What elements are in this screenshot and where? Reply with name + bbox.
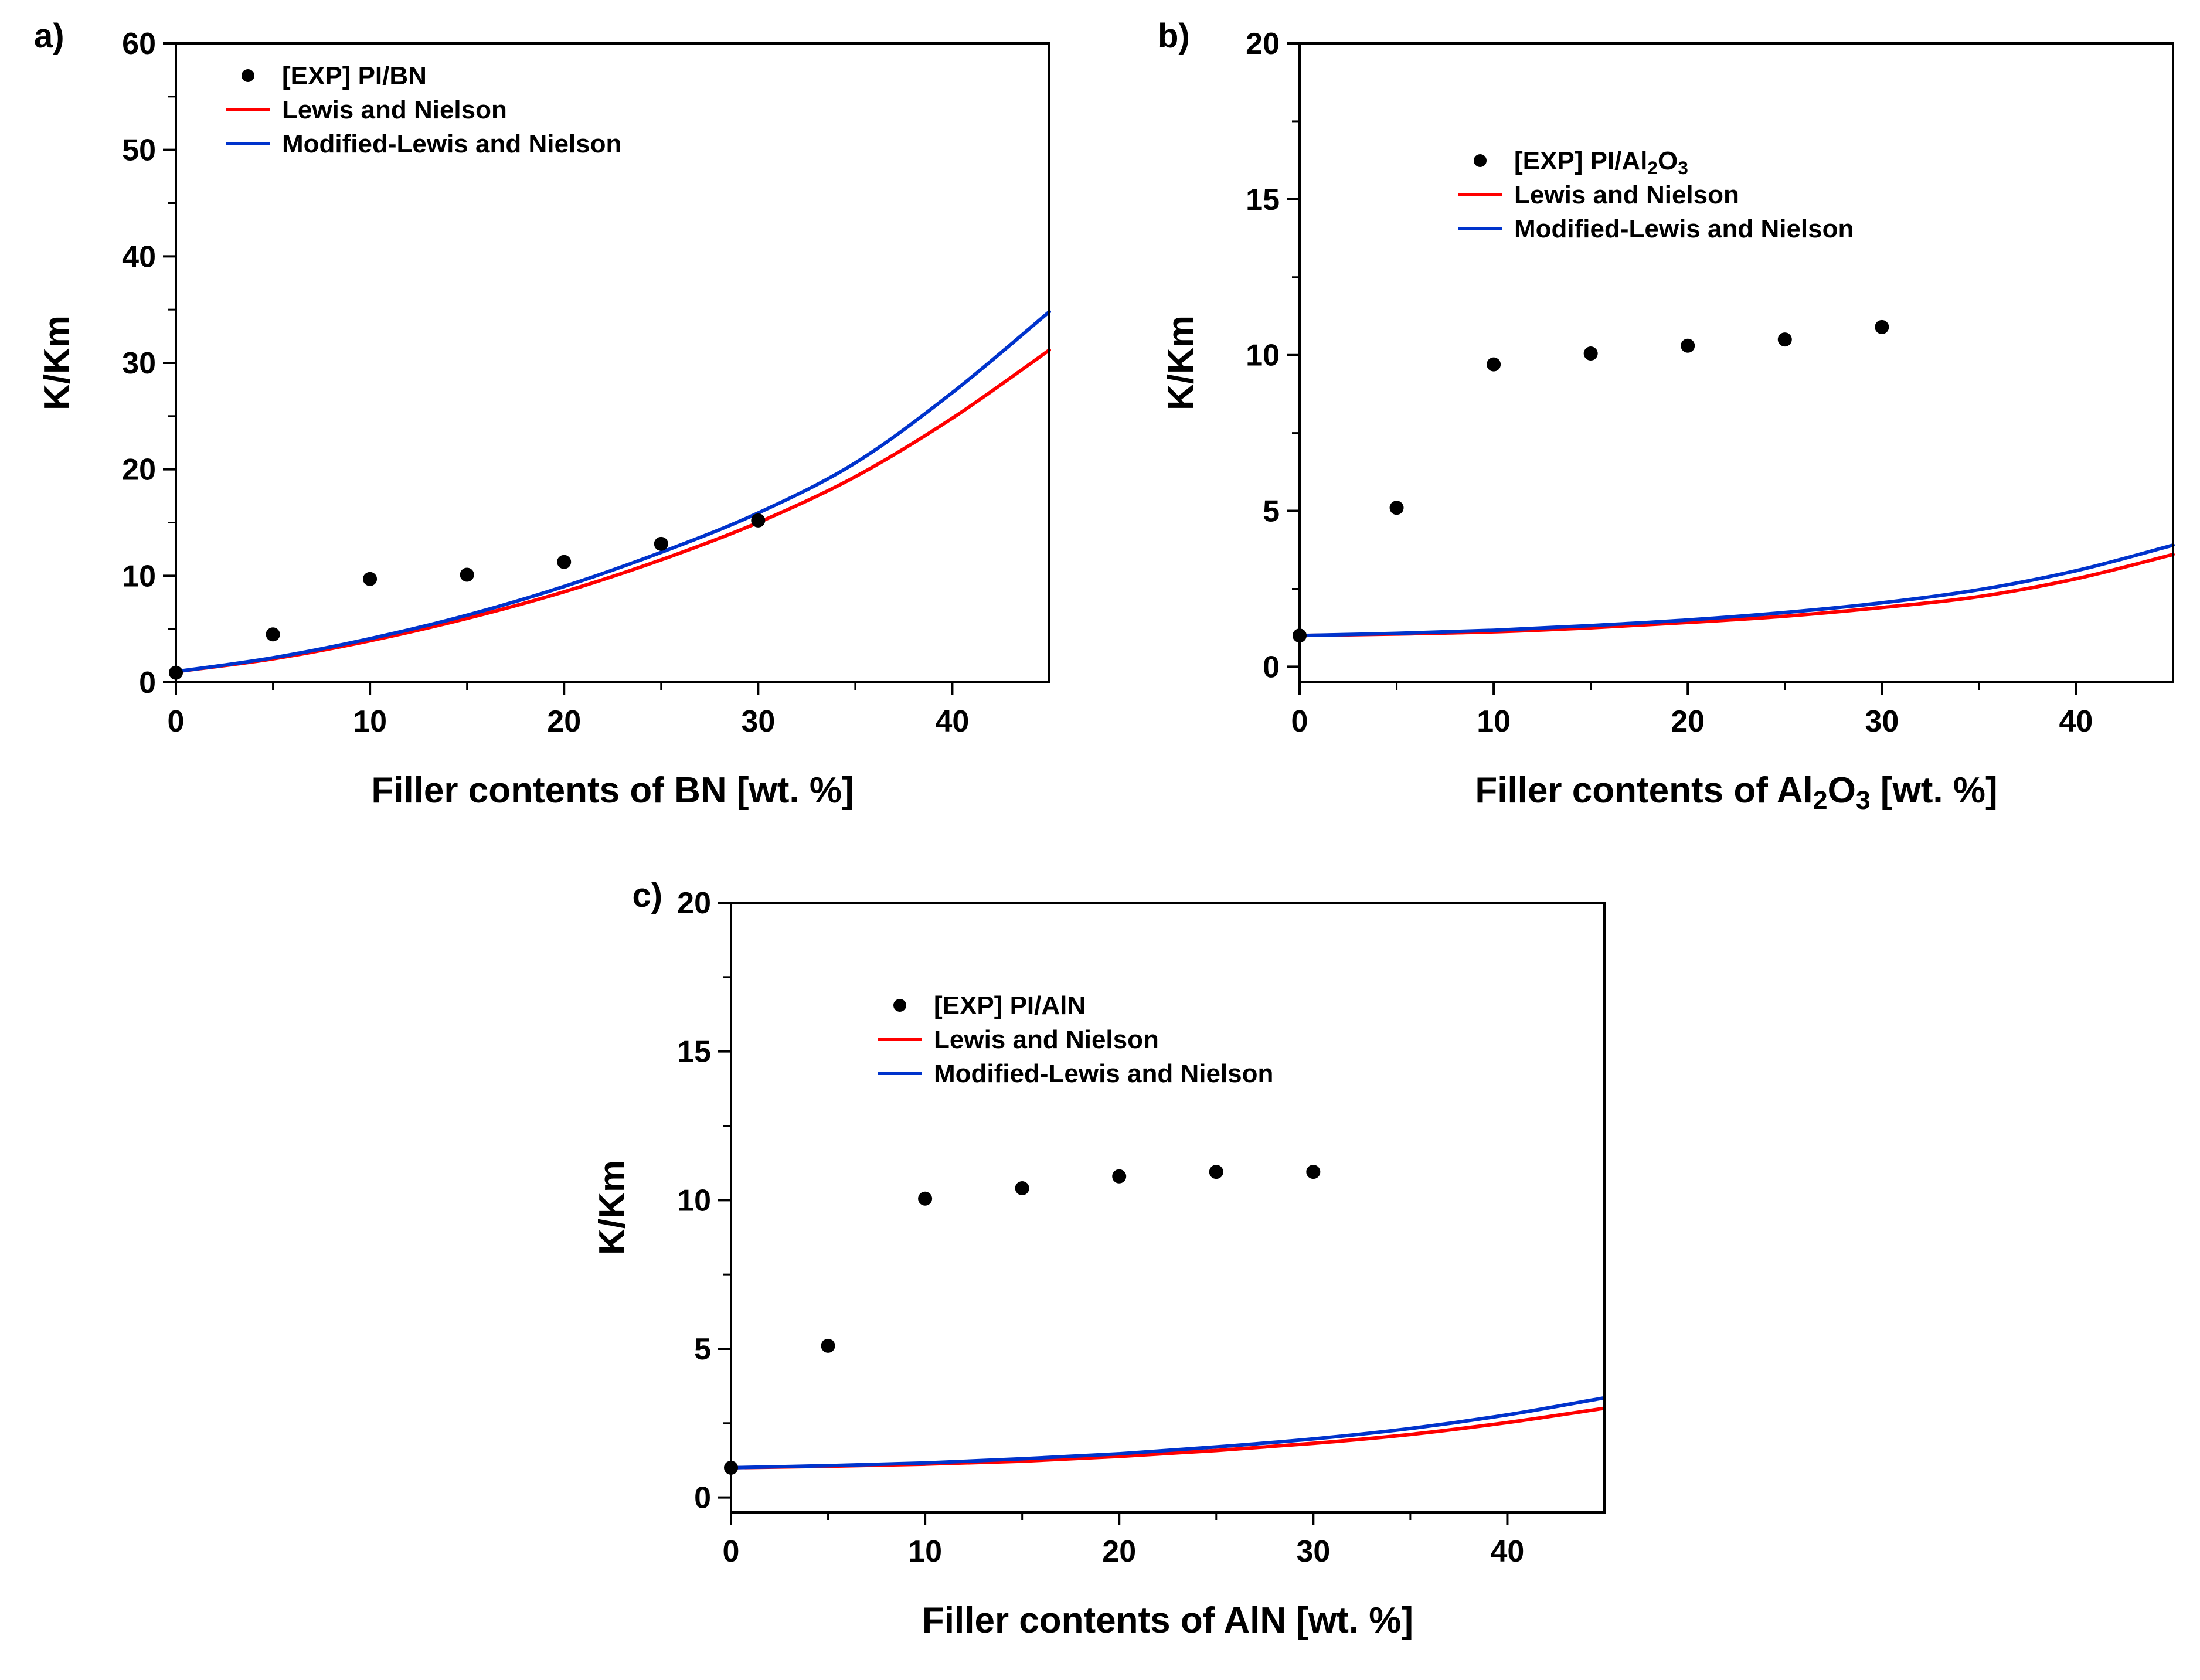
legend-marker-dot [893, 999, 906, 1012]
y-tick-label: 15 [1246, 183, 1280, 217]
data-point [1681, 338, 1695, 353]
data-point [1015, 1181, 1029, 1196]
x-tick-label: 30 [1865, 705, 1899, 739]
legend-marker-dot [242, 69, 254, 82]
data-point [1583, 346, 1598, 361]
chart-panel-a: a) 0 10 20 30 40 0 10 20 30 40 50 60 Filler contents… [23, 8, 1067, 846]
x-tick-label: 20 [1671, 705, 1705, 739]
x-tick-label: 0 [168, 705, 185, 739]
x-tick-label: 10 [353, 705, 387, 739]
legend-label: [EXP] PI/BN [282, 62, 427, 90]
x-tick-label: 40 [1490, 1535, 1524, 1569]
y-tick-label: 0 [694, 1481, 711, 1515]
x-tick-label: 30 [1296, 1535, 1330, 1569]
chart-panel-c: c) 0 10 20 30 40 0 5 10 15 20 Filler contents of A… [579, 868, 1622, 1676]
data-point [1209, 1165, 1223, 1179]
y-tick-label: 20 [677, 886, 711, 920]
series-line [1298, 543, 2175, 638]
y-tick-label: 5 [694, 1332, 711, 1366]
y-tick-label: 10 [677, 1184, 711, 1218]
x-axis-label: Filler contents of BN [wt. %] [371, 770, 854, 811]
plot-frame [1298, 42, 2174, 683]
x-tick-label: 10 [1477, 705, 1511, 739]
legend-label: Modified-Lewis and Nielson [934, 1059, 1273, 1088]
y-tick-label: 15 [677, 1035, 711, 1069]
legend-label: Modified-Lewis and Nielson [282, 130, 621, 158]
y-axis-label: K/Km [1161, 315, 1201, 410]
top-row: a) 0 10 20 30 40 0 10 20 30 40 50 60 Filler contents… [23, 8, 2191, 846]
x-tick-label: 20 [547, 705, 581, 739]
y-tick-label: 0 [1263, 650, 1280, 684]
x-tick-label: 10 [908, 1535, 942, 1569]
panel-label-a: a) [34, 17, 64, 55]
data-point [1875, 319, 1889, 334]
y-axis-label: K/Km [592, 1160, 633, 1255]
data-point [751, 513, 766, 528]
y-tick-label: 40 [122, 240, 156, 274]
legend-label: [EXP] PI/Al2O3 [1514, 147, 1688, 178]
data-point [1777, 332, 1792, 347]
x-tick-label: 40 [936, 705, 970, 739]
plot-b: 0 10 20 30 40 0 5 10 15 20 Filler contents of Al2O… [1161, 27, 2175, 815]
series-line [174, 348, 1051, 674]
legend-label: Lewis and Nielson [934, 1025, 1159, 1054]
legend-label: [EXP] PI/AlN [934, 991, 1086, 1020]
y-axis-label: K/Km [37, 315, 77, 410]
plot-frame [729, 902, 1606, 1514]
x-tick-label: 0 [1291, 705, 1308, 739]
series-line [729, 1406, 1606, 1470]
plot-a: 0 10 20 30 40 0 10 20 30 40 50 60 Filler contents of… [37, 27, 1051, 811]
data-point [557, 555, 572, 569]
y-tick-label: 20 [1246, 27, 1280, 61]
data-point [1389, 501, 1404, 515]
y-tick-label: 10 [122, 559, 156, 593]
legend-label: Modified-Lewis and Nielson [1514, 215, 1854, 243]
y-tick-label: 10 [1246, 339, 1280, 373]
y-tick-label: 50 [122, 134, 156, 168]
panel-label-c: c) [632, 876, 663, 914]
data-point [1111, 1169, 1126, 1184]
y-tick-label: 30 [122, 346, 156, 380]
x-tick-label: 40 [2059, 705, 2093, 739]
bottom-row: c) 0 10 20 30 40 0 5 10 15 20 Filler contents of A… [0, 868, 2200, 1676]
y-tick-label: 0 [139, 666, 156, 700]
data-point [654, 536, 668, 551]
panel-label-b: b) [1158, 17, 1190, 55]
data-point [1487, 357, 1501, 372]
x-tick-label: 20 [1102, 1535, 1136, 1569]
plot-c: 0 10 20 30 40 0 5 10 15 20 Filler contents of AlN … [592, 886, 1606, 1641]
data-point [917, 1191, 932, 1206]
data-point [363, 572, 378, 586]
x-axis-label: Filler contents of AlN [wt. %] [922, 1600, 1413, 1641]
legend-label: Lewis and Nielson [282, 96, 507, 124]
series-line [174, 310, 1051, 674]
series-line [1298, 553, 2175, 638]
y-tick-label: 20 [122, 453, 156, 487]
data-point [821, 1338, 835, 1353]
y-tick-label: 60 [122, 27, 156, 61]
legend-marker-dot [1474, 154, 1487, 167]
x-tick-label: 0 [722, 1535, 739, 1569]
data-point [266, 627, 280, 642]
x-tick-label: 30 [741, 705, 775, 739]
data-point [1305, 1165, 1320, 1179]
x-axis-label: Filler contents of Al2O3 [wt. %] [1475, 770, 1997, 815]
legend-label: Lewis and Nielson [1514, 181, 1739, 209]
data-point [460, 567, 474, 582]
chart-panel-b: b) 0 10 20 30 40 0 5 10 15 20 Filler contents of A… [1147, 8, 2191, 846]
y-tick-label: 5 [1263, 495, 1280, 529]
series-line [729, 1396, 1606, 1470]
